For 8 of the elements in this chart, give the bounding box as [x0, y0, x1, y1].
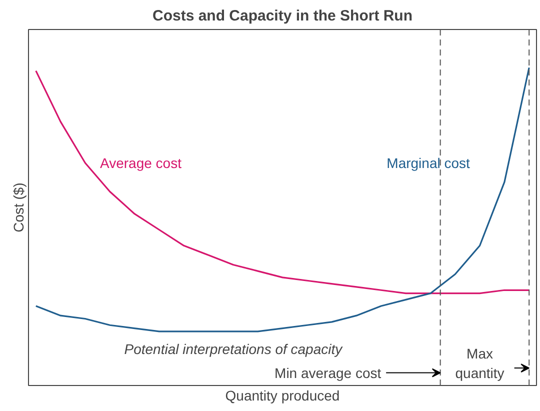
text: Marginal cost [386, 155, 470, 171]
annotation: Min average cost [274, 364, 382, 381]
chart-title: Costs and Capacity in the Short Run [152, 8, 413, 24]
annotation: Max quantity [455, 346, 504, 381]
x-axis-title: Quantity produced [225, 388, 340, 404]
y-axis-title: Cost ($) [10, 182, 26, 232]
series-label: Average cost [100, 155, 182, 171]
annotation: Potential interpretations of capacity [124, 340, 344, 357]
